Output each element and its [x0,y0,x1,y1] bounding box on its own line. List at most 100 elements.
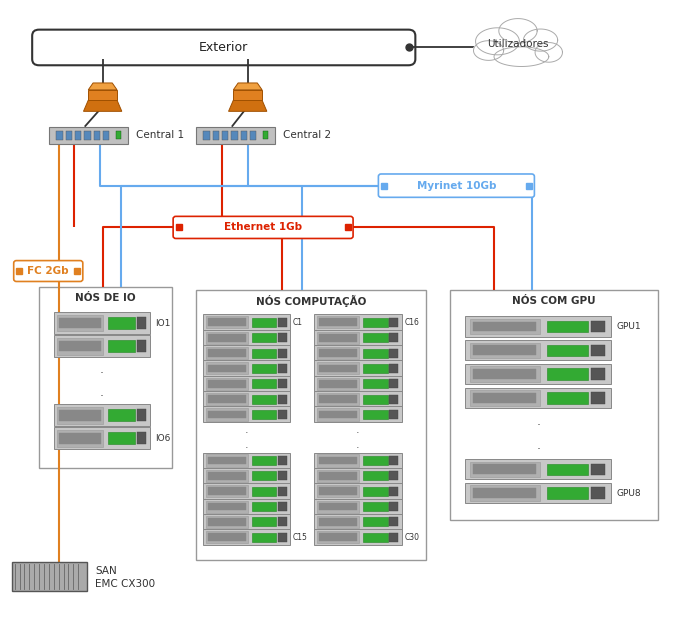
FancyBboxPatch shape [591,463,605,475]
FancyBboxPatch shape [203,131,210,140]
Text: .: . [537,415,540,428]
FancyBboxPatch shape [57,337,103,355]
Text: C15: C15 [293,533,308,542]
FancyBboxPatch shape [278,471,287,481]
FancyBboxPatch shape [137,409,146,421]
FancyBboxPatch shape [208,518,245,526]
Text: Utilizadores: Utilizadores [487,39,549,49]
Text: .: . [100,386,104,399]
FancyBboxPatch shape [319,487,357,495]
FancyBboxPatch shape [222,131,228,140]
FancyBboxPatch shape [319,457,357,465]
FancyBboxPatch shape [252,318,276,327]
FancyBboxPatch shape [317,362,359,375]
FancyBboxPatch shape [278,518,287,526]
FancyBboxPatch shape [363,487,387,495]
FancyBboxPatch shape [363,471,387,481]
Text: .: . [537,439,540,452]
FancyBboxPatch shape [278,533,287,542]
FancyBboxPatch shape [465,317,611,337]
FancyBboxPatch shape [208,487,245,495]
FancyBboxPatch shape [208,349,245,357]
FancyBboxPatch shape [317,331,359,344]
FancyBboxPatch shape [206,347,247,359]
FancyBboxPatch shape [591,321,605,332]
FancyBboxPatch shape [278,502,287,511]
FancyBboxPatch shape [315,407,401,423]
FancyBboxPatch shape [390,456,398,465]
Text: NÓS COMPUTAÇÃO: NÓS COMPUTAÇÃO [256,295,366,307]
FancyBboxPatch shape [470,319,540,334]
FancyBboxPatch shape [278,379,287,388]
FancyBboxPatch shape [203,345,291,361]
FancyBboxPatch shape [547,321,588,332]
FancyBboxPatch shape [278,487,287,495]
Text: EMC CX300: EMC CX300 [95,579,155,589]
FancyBboxPatch shape [252,349,276,357]
FancyBboxPatch shape [252,533,276,542]
FancyBboxPatch shape [317,485,359,497]
FancyBboxPatch shape [319,365,357,372]
FancyBboxPatch shape [263,131,268,139]
FancyBboxPatch shape [252,395,276,404]
FancyBboxPatch shape [108,432,135,444]
Polygon shape [84,100,122,111]
FancyBboxPatch shape [208,334,245,342]
Text: C1: C1 [293,318,303,327]
FancyBboxPatch shape [59,318,101,328]
FancyBboxPatch shape [317,455,359,466]
FancyBboxPatch shape [379,174,534,197]
FancyBboxPatch shape [465,340,611,360]
FancyBboxPatch shape [547,392,588,404]
FancyBboxPatch shape [363,518,387,526]
FancyBboxPatch shape [252,410,276,419]
FancyBboxPatch shape [315,529,401,545]
FancyBboxPatch shape [473,321,536,331]
FancyBboxPatch shape [547,463,588,475]
FancyBboxPatch shape [208,410,245,418]
FancyBboxPatch shape [363,395,387,404]
Text: Ethernet 1Gb: Ethernet 1Gb [224,222,302,233]
FancyBboxPatch shape [317,470,359,482]
FancyBboxPatch shape [59,433,101,444]
FancyBboxPatch shape [278,410,287,419]
FancyBboxPatch shape [278,318,287,327]
FancyBboxPatch shape [473,465,536,474]
FancyBboxPatch shape [206,531,247,544]
FancyBboxPatch shape [206,485,247,497]
FancyBboxPatch shape [319,334,357,342]
FancyBboxPatch shape [465,483,611,503]
FancyBboxPatch shape [203,314,291,330]
FancyBboxPatch shape [137,432,146,444]
FancyBboxPatch shape [315,468,401,484]
Text: NÓS COM GPU: NÓS COM GPU [512,296,596,306]
FancyBboxPatch shape [203,360,291,376]
FancyBboxPatch shape [56,131,63,140]
FancyBboxPatch shape [315,499,401,515]
FancyBboxPatch shape [203,514,291,530]
Polygon shape [494,47,549,67]
FancyBboxPatch shape [390,364,398,373]
FancyBboxPatch shape [12,561,87,591]
FancyBboxPatch shape [315,452,401,468]
FancyBboxPatch shape [54,312,150,334]
FancyBboxPatch shape [473,369,536,379]
Text: C30: C30 [404,533,419,542]
FancyBboxPatch shape [317,378,359,390]
FancyBboxPatch shape [39,287,172,468]
FancyBboxPatch shape [317,516,359,528]
FancyBboxPatch shape [252,333,276,342]
FancyBboxPatch shape [54,404,150,426]
FancyBboxPatch shape [470,486,540,501]
FancyBboxPatch shape [203,529,291,545]
FancyBboxPatch shape [465,388,611,408]
FancyBboxPatch shape [363,502,387,511]
Polygon shape [535,43,563,62]
FancyBboxPatch shape [137,317,146,329]
FancyBboxPatch shape [317,347,359,359]
FancyBboxPatch shape [196,126,275,144]
Polygon shape [475,28,519,55]
FancyBboxPatch shape [208,365,245,372]
FancyBboxPatch shape [203,376,291,392]
FancyBboxPatch shape [315,360,401,376]
